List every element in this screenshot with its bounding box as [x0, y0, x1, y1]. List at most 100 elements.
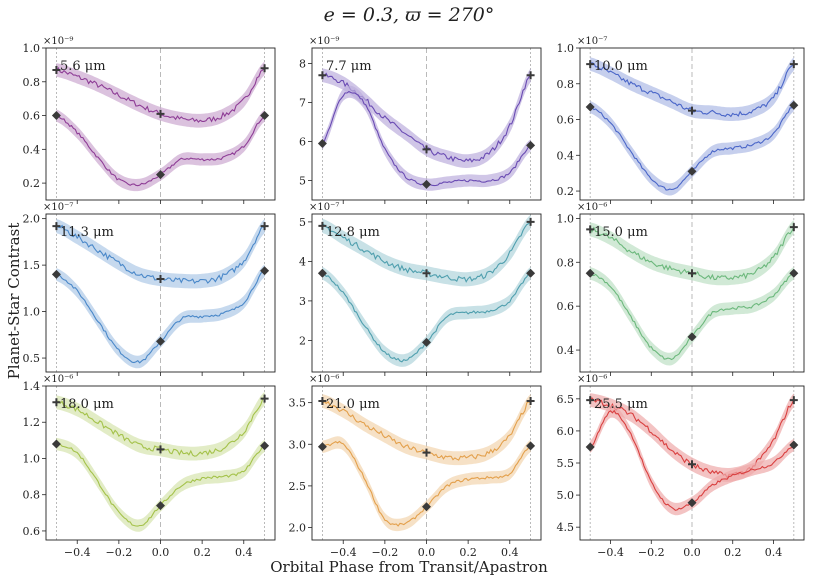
uncertainty-band-lower: [56, 264, 265, 369]
y-tick-label: 1.0: [557, 42, 575, 55]
x-tick-label: 0.4: [765, 546, 783, 559]
diamond-marker: [526, 441, 536, 451]
y-tick-label: 5.0: [557, 489, 575, 502]
plus-marker: [526, 71, 535, 80]
uncertainty-band-lower: [322, 436, 531, 532]
subplot-2: 5 6 7 8×10⁻⁹ 7.7 μm: [299, 36, 542, 204]
wavelength-label: 21.0 μm: [326, 397, 380, 412]
plus-marker: [526, 217, 535, 226]
y-tick-label: 3.5: [289, 397, 307, 410]
diamond-marker: [422, 179, 431, 189]
y-tick-label: 1.4: [23, 380, 41, 393]
diamond-marker: [260, 266, 270, 276]
y-tick-label: 0.6: [557, 300, 575, 313]
plus-marker: [422, 269, 431, 278]
wavelength-label: 12.8 μm: [326, 225, 380, 240]
subplot-9: 4.5 5.0 5.5 6.0 6.5 −0.4 −0.2 0.0 0.2 0.4 ×10⁻⁶ 25.…: [557, 374, 805, 559]
y-tick-label: 0.8: [557, 78, 575, 91]
y-tick-label: 1.0: [557, 212, 575, 225]
x-tick-label: 0.4: [501, 546, 519, 559]
figure-title: e = 0.3, ϖ = 270°: [323, 4, 495, 26]
y-tick-label: 7: [299, 97, 306, 110]
axis-exponent-label: ×10⁻⁶: [577, 202, 607, 213]
plus-marker: [586, 60, 595, 69]
y-tick-label: 6.5: [557, 393, 575, 406]
subplot-5: 2 3 4 5×10⁻⁷ 12.8 μm: [299, 202, 542, 376]
wavelength-label: 10.0 μm: [594, 59, 648, 74]
y-tick-label: 5: [299, 175, 306, 188]
wavelength-label: 15.0 μm: [594, 225, 648, 240]
plus-marker: [422, 145, 431, 154]
diamond-marker: [789, 440, 799, 450]
y-tick-label: 0.4: [557, 149, 575, 162]
plus-marker: [688, 460, 696, 469]
diamond-marker: [317, 138, 327, 148]
plus-marker: [156, 275, 165, 284]
plus-marker: [318, 396, 327, 405]
x-tick-label: −0.4: [330, 546, 357, 559]
subplot-1: 0.2 0.4 0.6 0.8 1.0×10⁻⁹ 5.6 μm: [23, 36, 276, 204]
diamond-marker: [687, 166, 697, 176]
plus-marker: [526, 396, 535, 405]
uncertainty-band-lower: [56, 109, 265, 192]
y-tick-label: 8: [299, 58, 306, 71]
y-tick-label: 0.8: [557, 256, 575, 269]
uncertainty-band-lower: [590, 99, 794, 196]
y-tick-label: 2.5: [289, 480, 307, 493]
plus-marker: [318, 71, 327, 80]
plus-marker: [688, 269, 696, 278]
plus-marker: [586, 225, 595, 234]
axis-exponent-label: ×10⁻⁷: [309, 202, 339, 213]
axis-exponent-label: ×10⁻⁷: [43, 202, 73, 213]
diamond-marker: [422, 502, 431, 512]
y-tick-label: 0.6: [23, 110, 41, 123]
plus-marker: [789, 223, 798, 232]
x-tick-label: −0.2: [638, 546, 665, 559]
x-tick-label: 0.0: [418, 546, 436, 559]
x-tick-label: 0.2: [724, 546, 742, 559]
y-tick-label: 2.0: [23, 213, 41, 226]
x-tick-label: −0.2: [372, 546, 399, 559]
y-tick-label: 1.0: [23, 452, 41, 465]
axis-exponent-label: ×10⁻⁶: [43, 374, 73, 385]
y-tick-label: 3.0: [289, 438, 307, 451]
plus-marker: [260, 394, 269, 403]
diamond-marker: [317, 268, 327, 278]
diamond-marker: [260, 111, 270, 121]
y-tick-label: 1.2: [23, 416, 41, 429]
uncertainty-band-lower: [590, 405, 794, 516]
x-tick-label: 0.0: [152, 546, 170, 559]
y-tick-label: 0.5: [23, 352, 41, 365]
wavelength-label: 11.3 μm: [60, 225, 114, 240]
subplot-4: 0.5 1.0 1.5 2.0×10⁻⁷ 11.3 μm: [23, 202, 276, 376]
plus-marker: [52, 65, 61, 74]
uncertainty-band-upper: [590, 393, 794, 482]
plus-marker: [789, 60, 798, 69]
plus-marker: [318, 221, 327, 230]
wavelength-label: 18.0 μm: [60, 397, 114, 412]
y-tick-label: 1.0: [23, 306, 41, 319]
y-tick-label: 3: [299, 295, 306, 308]
diamond-marker: [585, 442, 595, 452]
uncertainty-band-upper: [56, 219, 265, 289]
uncertainty-band-lower: [56, 437, 265, 532]
y-tick-label: 0.2: [23, 177, 41, 190]
y-tick-label: 0.8: [23, 76, 41, 89]
y-tick-label: 0.2: [557, 185, 575, 198]
y-tick-label: 0.6: [557, 114, 575, 127]
plus-marker: [52, 398, 61, 407]
x-tick-label: 0.0: [683, 546, 701, 559]
y-tick-label: 5: [299, 216, 306, 229]
y-tick-label: 4.5: [557, 521, 575, 534]
diamond-marker: [51, 439, 61, 449]
wavelength-label: 7.7 μm: [326, 59, 372, 74]
plus-marker: [156, 445, 165, 454]
subplot-8: 2.0 2.5 3.0 3.5 −0.4 −0.2 0.0 0.2 0.4 ×10⁻⁶ 21.0 μ…: [289, 374, 542, 559]
subplot-7: 0.6 0.8 1.0 1.2 1.4 −0.4 −0.2 0.0 0.2 0.4 ×10⁻⁶ 18.…: [23, 374, 276, 559]
y-tick-label: 2: [299, 334, 306, 347]
plus-marker: [789, 396, 798, 405]
diamond-marker: [51, 111, 61, 121]
diamond-marker: [585, 268, 595, 278]
diamond-marker: [687, 498, 697, 508]
